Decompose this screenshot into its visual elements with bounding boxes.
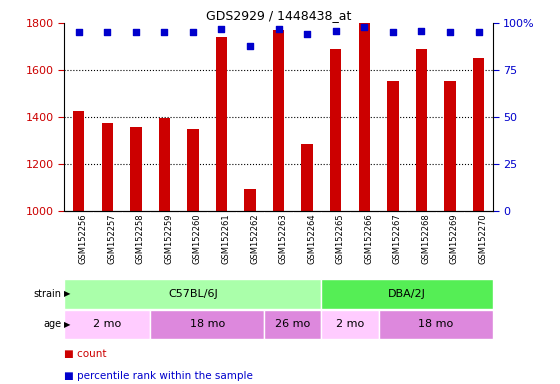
Bar xyxy=(416,49,427,211)
Bar xyxy=(216,37,227,211)
Bar xyxy=(444,81,456,211)
Bar xyxy=(187,129,199,211)
Point xyxy=(217,26,226,32)
Bar xyxy=(358,23,370,211)
Point xyxy=(360,24,368,30)
Text: GSM152257: GSM152257 xyxy=(108,213,116,264)
Point xyxy=(331,28,340,34)
Text: GSM152268: GSM152268 xyxy=(421,213,431,264)
Text: 26 mo: 26 mo xyxy=(276,319,310,329)
Bar xyxy=(101,123,113,211)
Text: GSM152267: GSM152267 xyxy=(393,213,402,264)
Text: GSM152260: GSM152260 xyxy=(193,213,202,264)
Bar xyxy=(130,127,142,211)
Point xyxy=(302,31,311,37)
Text: GSM152266: GSM152266 xyxy=(364,213,374,264)
Point xyxy=(274,26,283,32)
Bar xyxy=(321,310,379,339)
Point xyxy=(160,30,169,36)
Text: 18 mo: 18 mo xyxy=(190,319,225,329)
Point xyxy=(245,43,254,49)
Bar xyxy=(244,189,256,211)
Text: 2 mo: 2 mo xyxy=(93,319,122,329)
Point xyxy=(131,30,140,36)
Text: C57BL/6J: C57BL/6J xyxy=(168,289,218,299)
Text: ▶: ▶ xyxy=(64,289,71,298)
Text: age: age xyxy=(44,319,62,329)
Text: 2 mo: 2 mo xyxy=(336,319,364,329)
Text: DBA/2J: DBA/2J xyxy=(388,289,426,299)
Point xyxy=(103,30,112,36)
Text: ▶: ▶ xyxy=(64,320,71,329)
Title: GDS2929 / 1448438_at: GDS2929 / 1448438_at xyxy=(206,9,351,22)
Point xyxy=(417,28,426,34)
Point xyxy=(388,30,397,36)
Text: 18 mo: 18 mo xyxy=(418,319,453,329)
Bar xyxy=(321,279,493,308)
Text: GSM152259: GSM152259 xyxy=(165,213,174,264)
Bar xyxy=(150,310,264,339)
Point xyxy=(188,30,198,36)
Bar xyxy=(64,310,150,339)
Text: GSM152269: GSM152269 xyxy=(450,213,459,264)
Bar xyxy=(158,118,170,211)
Text: GSM152264: GSM152264 xyxy=(307,213,316,264)
Point xyxy=(74,30,83,36)
Bar xyxy=(301,144,313,211)
Point xyxy=(446,30,455,36)
Text: GSM152256: GSM152256 xyxy=(78,213,88,264)
Text: strain: strain xyxy=(34,289,62,299)
Bar xyxy=(264,310,321,339)
Text: GSM152262: GSM152262 xyxy=(250,213,259,264)
Text: GSM152270: GSM152270 xyxy=(478,213,488,264)
Bar xyxy=(273,30,284,211)
Text: GSM152261: GSM152261 xyxy=(221,213,231,264)
Text: ■ percentile rank within the sample: ■ percentile rank within the sample xyxy=(64,371,253,381)
Bar xyxy=(379,310,493,339)
Text: ■ count: ■ count xyxy=(64,349,107,359)
Bar xyxy=(473,58,484,211)
Text: GSM152263: GSM152263 xyxy=(279,213,288,264)
Point xyxy=(474,30,483,36)
Bar xyxy=(387,81,399,211)
Bar xyxy=(64,279,321,308)
Bar xyxy=(330,49,342,211)
Text: GSM152265: GSM152265 xyxy=(335,213,345,264)
Bar xyxy=(73,111,85,211)
Text: GSM152258: GSM152258 xyxy=(136,213,145,264)
